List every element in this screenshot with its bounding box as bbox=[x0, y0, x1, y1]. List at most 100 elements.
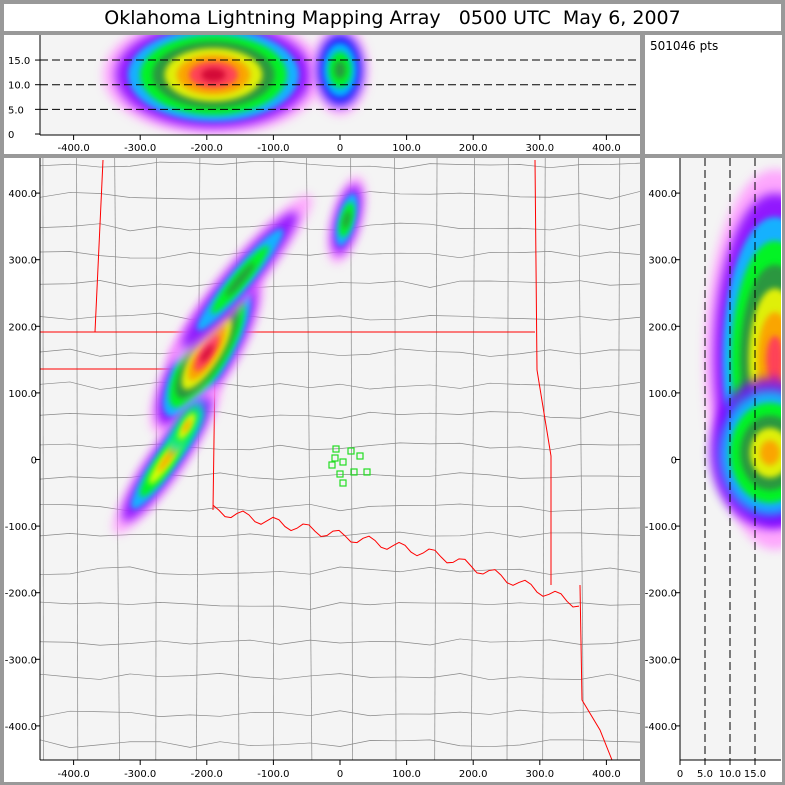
county-border bbox=[40, 381, 640, 390]
y-tick-label: 10.0 bbox=[8, 81, 30, 92]
x-tick-label: 400.0 bbox=[592, 769, 621, 780]
x-tick-label: 300.0 bbox=[525, 143, 554, 154]
x-tick-label: -400.0 bbox=[57, 769, 89, 780]
county-border bbox=[40, 531, 640, 538]
density-contour bbox=[200, 343, 214, 363]
county-border bbox=[506, 158, 509, 760]
x-tick-label: 0 bbox=[337, 769, 343, 780]
county-border bbox=[40, 312, 640, 321]
lma-station-marker bbox=[328, 461, 336, 469]
x-tick-label: -300.0 bbox=[124, 769, 156, 780]
x-tick-label: 0 bbox=[677, 769, 683, 780]
x-tick-label: 200.0 bbox=[459, 769, 488, 780]
x-tick-label: -200.0 bbox=[191, 143, 223, 154]
state-border bbox=[534, 159, 552, 585]
x-tick-label: -100.0 bbox=[257, 143, 289, 154]
density-contour bbox=[760, 440, 780, 466]
county-border bbox=[40, 673, 640, 682]
x-tick-label: 400.0 bbox=[592, 143, 621, 154]
county-border bbox=[306, 158, 313, 760]
x-tick-label: 300.0 bbox=[525, 769, 554, 780]
y-tick-label: -300.0 bbox=[645, 655, 677, 666]
county-border bbox=[350, 158, 353, 760]
ns-altitude-density bbox=[704, 158, 781, 760]
x-tick-label: -400.0 bbox=[57, 143, 89, 154]
y-tick-label: 300.0 bbox=[648, 256, 677, 267]
density-contour bbox=[225, 262, 255, 297]
county-border bbox=[114, 158, 120, 760]
density-contour bbox=[157, 447, 176, 472]
county-border bbox=[40, 566, 640, 576]
density-contour bbox=[201, 68, 226, 82]
plan-view bbox=[40, 158, 640, 760]
lma-station-marker bbox=[331, 454, 339, 462]
density-contour bbox=[182, 419, 192, 433]
chart-title: Oklahoma Lightning Mapping Array 0500 UT… bbox=[4, 4, 781, 31]
y-tick-label: -200.0 bbox=[5, 589, 37, 600]
density-contour bbox=[334, 60, 346, 79]
county-border bbox=[40, 348, 640, 357]
x-tick-label: 100.0 bbox=[392, 143, 421, 154]
y-tick-label: 100.0 bbox=[8, 389, 37, 400]
y-tick-label: -400.0 bbox=[645, 722, 677, 733]
lma-station-marker bbox=[332, 445, 340, 453]
county-border bbox=[40, 638, 640, 646]
county-border bbox=[40, 161, 640, 169]
x-tick-label: -300.0 bbox=[124, 143, 156, 154]
info-panel: 501046 pts bbox=[645, 35, 782, 154]
state-border bbox=[579, 584, 613, 760]
x-tick-label: 15.0 bbox=[744, 769, 766, 780]
red-river-border bbox=[212, 504, 580, 608]
x-tick-label: 10.0 bbox=[719, 769, 741, 780]
y-tick-label: -200.0 bbox=[645, 589, 677, 600]
altitude-density bbox=[40, 35, 640, 135]
y-tick-label: 0 bbox=[31, 456, 37, 467]
county-border bbox=[542, 158, 546, 760]
county-border bbox=[471, 158, 475, 760]
y-tick-label: 300.0 bbox=[8, 256, 37, 267]
y-tick-label: -400.0 bbox=[5, 722, 37, 733]
y-tick-label: -100.0 bbox=[5, 522, 37, 533]
county-border bbox=[40, 411, 640, 419]
y-tick-label: 200.0 bbox=[8, 322, 37, 333]
county-border bbox=[434, 158, 438, 760]
y-tick-label: 5.0 bbox=[8, 105, 24, 116]
x-tick-label: 100.0 bbox=[392, 769, 421, 780]
y-tick-label: 400.0 bbox=[8, 189, 37, 200]
lma-station-marker bbox=[347, 447, 355, 455]
density-contour bbox=[342, 211, 351, 229]
y-tick-label: -300.0 bbox=[5, 655, 37, 666]
y-tick-label: 200.0 bbox=[648, 322, 677, 333]
county-border bbox=[40, 709, 640, 718]
county-border bbox=[394, 158, 397, 760]
lma-station-marker bbox=[339, 479, 347, 487]
y-tick-label: 400.0 bbox=[648, 189, 677, 200]
x-tick-label: 0 bbox=[337, 143, 343, 154]
point-count: 501046 pts bbox=[650, 39, 719, 53]
lma-station-marker bbox=[363, 468, 371, 476]
y-tick-label: -100.0 bbox=[645, 522, 677, 533]
x-tick-label: 200.0 bbox=[459, 143, 488, 154]
county-border bbox=[40, 601, 640, 610]
density-contour bbox=[766, 335, 781, 384]
lma-station-marker bbox=[339, 458, 347, 466]
county-border bbox=[616, 158, 621, 760]
x-tick-label: 5.0 bbox=[697, 769, 713, 780]
lma-station-marker bbox=[350, 468, 358, 476]
county-border bbox=[40, 739, 640, 748]
axes: -400.0 -400.0 -300.0 -300.0 -200.0 -200.0 -100… bbox=[5, 35, 781, 780]
y-tick-label: 0 bbox=[671, 456, 677, 467]
county-border bbox=[76, 158, 79, 760]
lma-station-marker bbox=[336, 470, 344, 478]
state-border bbox=[94, 159, 104, 333]
y-tick-label: 15.0 bbox=[8, 56, 30, 67]
county-border bbox=[578, 158, 584, 760]
y-tick-label: 0 bbox=[8, 130, 14, 141]
lma-station-marker bbox=[356, 452, 364, 460]
county-border bbox=[40, 280, 640, 289]
x-tick-label: -100.0 bbox=[257, 769, 289, 780]
y-tick-label: 100.0 bbox=[648, 389, 677, 400]
x-tick-label: -200.0 bbox=[191, 769, 223, 780]
county-border bbox=[40, 442, 640, 451]
